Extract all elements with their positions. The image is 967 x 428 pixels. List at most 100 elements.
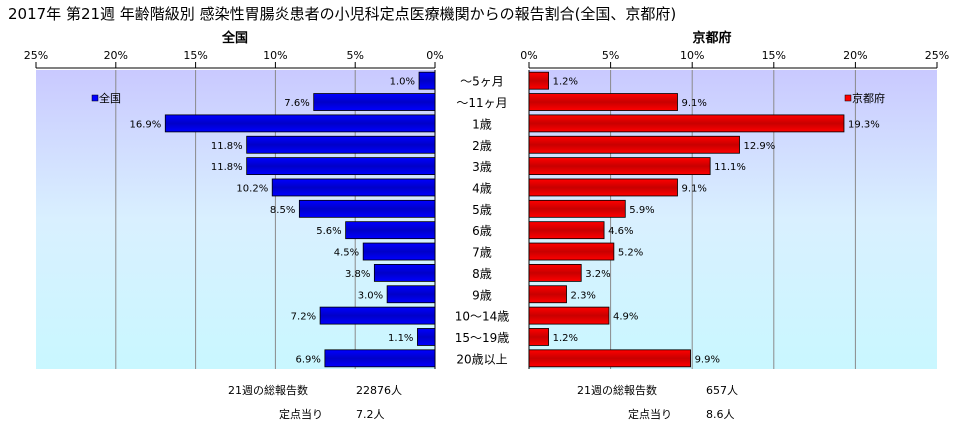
left-data-label: 7.2% (291, 312, 316, 323)
right-series-bars (528, 71, 845, 368)
left-data-label: 1.0% (390, 77, 415, 88)
category-labels: ～5ヶ月 ～11ヶ月 1歳 2歳 3歳 4歳 5歳 6歳 7歳 8歳 9歳 10～14歳 15～19歳 2… (455, 75, 510, 367)
right-data-label: 9.1% (682, 183, 707, 194)
left-data-label: 3.0% (358, 290, 383, 301)
right-bar (528, 135, 740, 154)
left-bar (271, 178, 436, 197)
right-legend: 京都府 (844, 91, 885, 105)
left-bar (362, 242, 436, 261)
left-data-label: 4.5% (334, 248, 359, 259)
right-bar (528, 157, 711, 176)
right-bar (528, 93, 678, 111)
left-bar (417, 328, 436, 346)
right-total-value: 657人 (706, 384, 738, 397)
left-data-label: 3.8% (345, 269, 370, 280)
category-label: 8歳 (472, 267, 492, 281)
category-label: 10～14歳 (455, 310, 510, 324)
right-data-label: 5.9% (629, 205, 654, 216)
right-tick-label: 15% (762, 49, 786, 62)
left-per-site-value: 7.2人 (356, 408, 385, 421)
right-data-label: 5.2% (618, 248, 643, 259)
right-bar (528, 114, 845, 133)
left-bar (313, 93, 436, 111)
left-data-label: 6.9% (295, 354, 320, 365)
category-label: 1歳 (472, 117, 492, 131)
left-bar (373, 263, 436, 282)
right-bar (528, 306, 610, 325)
right-tick-label: 25% (925, 49, 949, 62)
right-bar (528, 328, 549, 346)
left-tick-labels: 0% 5% 10% 15% 20% 25% (24, 49, 444, 62)
category-label: 9歳 (472, 288, 492, 302)
left-bar (345, 221, 436, 240)
category-label: 7歳 (472, 246, 492, 260)
left-bar (418, 71, 436, 90)
left-legend-label: 全国 (99, 91, 121, 105)
category-label: ～11ヶ月 (456, 96, 507, 110)
right-per-site-label: 定点当り (628, 407, 672, 421)
right-tick-label: 0% (520, 49, 537, 62)
category-label: 6歳 (472, 224, 492, 238)
right-tick-label: 10% (680, 49, 704, 62)
right-bar (528, 242, 615, 261)
right-bar (528, 71, 549, 90)
right-legend-label: 京都府 (852, 91, 885, 105)
left-legend-swatch (91, 94, 99, 102)
right-data-label: 4.6% (608, 226, 633, 237)
right-bar (528, 285, 567, 304)
right-bar (528, 263, 582, 282)
category-label: 2歳 (472, 139, 492, 153)
left-data-label: 11.8% (211, 141, 243, 152)
right-tick-labels: 0% 5% 10% 15% 20% 25% (520, 49, 949, 62)
right-data-label: 9.9% (695, 354, 720, 365)
left-bar (319, 306, 436, 325)
left-data-labels: 1.0% 7.6% 16.9% 11.8% 11.8% 10.2%8.5% 5.6% 4.5%… (129, 77, 415, 366)
category-label: 4歳 (472, 181, 492, 195)
right-tick-label: 5% (602, 49, 619, 62)
left-bar (164, 114, 436, 133)
left-panel-title: 全国 (221, 30, 248, 46)
left-bar (298, 199, 436, 218)
left-data-label: 11.8% (211, 162, 243, 173)
left-bar (246, 157, 436, 176)
right-total-label: 21週の総報告数 (577, 383, 657, 397)
right-data-label: 2.3% (571, 290, 596, 301)
left-tick-label: 10% (263, 49, 287, 62)
right-per-site-value: 8.6人 (706, 408, 735, 421)
right-data-label: 4.9% (613, 312, 638, 323)
category-label: 20歳以上 (456, 352, 507, 366)
right-bar (528, 178, 678, 197)
right-legend-swatch (844, 94, 852, 102)
left-data-label: 5.6% (316, 226, 341, 237)
left-tick-label: 15% (183, 49, 207, 62)
right-data-label: 3.2% (585, 269, 610, 280)
left-data-label: 8.5% (270, 205, 295, 216)
right-data-label: 1.2% (553, 77, 578, 88)
right-panel-title: 京都府 (692, 30, 731, 46)
chart-title: 2017年 第21週 年齢階級別 感染性胃腸炎患者の小児科定点医療機関からの報告… (8, 5, 676, 23)
left-total-label: 21週の総報告数 (228, 383, 308, 397)
category-label: ～5ヶ月 (460, 75, 504, 89)
right-data-labels: 1.2% 9.1% 19.3% 12.9% 11.1% 9.1% 5.9% 4.6% 5.2% 3… (553, 77, 880, 366)
right-bar (528, 199, 626, 218)
left-legend: 全国 (91, 91, 121, 105)
category-label: 3歳 (472, 160, 492, 174)
right-data-label: 12.9% (744, 141, 776, 152)
left-bar (246, 135, 436, 154)
right-data-label: 11.1% (714, 162, 746, 173)
right-data-label: 1.2% (553, 333, 578, 344)
left-total-value: 22876人 (356, 384, 402, 397)
category-label: 15～19歳 (455, 331, 510, 345)
right-data-label: 9.1% (682, 98, 707, 109)
left-data-label: 16.9% (129, 119, 161, 130)
left-data-label: 7.6% (284, 98, 309, 109)
right-data-label: 19.3% (848, 119, 880, 130)
left-bar (324, 349, 436, 368)
left-tick-label: 20% (104, 49, 128, 62)
left-data-label: 10.2% (236, 183, 268, 194)
left-data-label: 1.1% (388, 333, 413, 344)
left-tick-label: 25% (24, 49, 48, 62)
left-tick-label: 0% (426, 49, 443, 62)
right-bar (528, 221, 605, 240)
